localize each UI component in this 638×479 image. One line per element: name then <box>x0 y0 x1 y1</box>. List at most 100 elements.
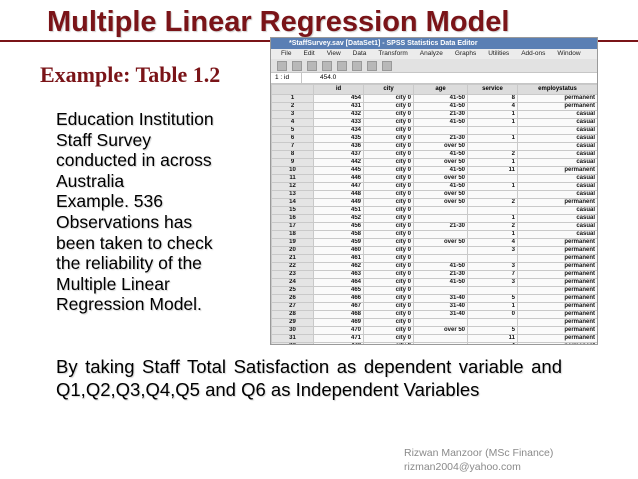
data-cell: city 0 <box>363 158 414 167</box>
table-row: 6 435 city 0 21-30 1 casual <box>271 134 597 143</box>
spss-menubar: File Edit View Data Transform Analyze Graphs Ut… <box>271 49 597 59</box>
row-number: 10 <box>271 166 314 175</box>
data-cell: city 0 <box>363 254 414 263</box>
row-number: 26 <box>271 294 314 303</box>
data-cell: permanent <box>517 246 597 255</box>
data-cell: 462 <box>313 262 364 271</box>
row-number: 5 <box>271 126 314 135</box>
data-cell: 448 <box>313 190 364 199</box>
data-cell: 41-50 <box>413 150 468 159</box>
slide-title: Multiple Linear Regression Model <box>47 6 510 38</box>
row-number: 18 <box>271 230 314 239</box>
footer-author: Rizwan Manzoor (MSc Finance) <box>404 447 554 459</box>
variables-statement: By taking Staff Total Satisfaction as de… <box>56 356 562 400</box>
table-row: 3 432 city 0 21-30 1 casual <box>271 110 597 119</box>
menu-addons: Add-ons <box>521 50 546 57</box>
menu-view: View <box>326 50 341 57</box>
data-cell: casual <box>517 174 597 183</box>
data-cell: casual <box>517 230 597 239</box>
description-line: been taken to check <box>56 232 213 253</box>
table-row: 27 467 city 0 31-40 1 permanent <box>271 302 597 311</box>
example-subtitle: Example: Table 1.2 <box>40 62 221 87</box>
table-row: 26 466 city 0 31-40 5 permanent <box>271 294 597 303</box>
data-cell: casual <box>517 206 597 215</box>
data-cell: 447 <box>313 182 364 191</box>
table-row: 13 448 city 0 over 50 casual <box>271 190 597 199</box>
data-cell: casual <box>517 214 597 223</box>
row-number: 20 <box>271 246 314 255</box>
data-cell: city 0 <box>363 214 414 223</box>
row-number: 14 <box>271 198 314 207</box>
data-cell: permanent <box>517 302 597 311</box>
data-cell: city 0 <box>363 310 414 319</box>
data-cell: 432 <box>313 110 364 119</box>
data-cell: 2 <box>467 222 518 231</box>
menu-data: Data <box>352 50 367 57</box>
data-cell <box>467 142 518 151</box>
data-cell: city 0 <box>363 142 414 151</box>
data-cell: permanent <box>517 198 597 207</box>
data-cell: permanent <box>517 238 597 247</box>
data-cell: casual <box>517 134 597 143</box>
data-cell: 41-50 <box>413 262 468 271</box>
data-cell: permanent <box>517 286 597 295</box>
data-cell: city 0 <box>363 134 414 143</box>
column-header: service <box>467 84 518 95</box>
data-cell: 454 <box>313 94 364 103</box>
table-row: 18 458 city 0 1 casual <box>271 230 597 239</box>
data-cell: 1 <box>467 230 518 239</box>
table-row: 10 445 city 0 41-50 11 permanent <box>271 166 597 175</box>
description-line: Australia <box>56 170 125 191</box>
data-cell: city 0 <box>363 326 414 335</box>
data-cell: 1 <box>467 182 518 191</box>
table-row: 24 464 city 0 41-50 3 permanent <box>271 278 597 287</box>
row-number: 21 <box>271 254 314 263</box>
column-header <box>271 84 314 95</box>
table-row: 30 470 city 0 over 50 5 permanent <box>271 326 597 335</box>
table-row: 21 461 city 0 permanent <box>271 254 597 263</box>
data-cell: 0 <box>467 310 518 319</box>
table-row: 20 460 city 0 3 permanent <box>271 246 597 255</box>
data-cell: permanent <box>517 262 597 271</box>
data-cell <box>413 246 468 255</box>
row-number: 8 <box>271 150 314 159</box>
data-cell: 449 <box>313 198 364 207</box>
footer-email: rizman2004@yahoo.com <box>404 460 521 473</box>
data-cell: over 50 <box>413 142 468 151</box>
data-cell: city 0 <box>363 334 414 343</box>
data-cell: city 0 <box>363 318 414 327</box>
data-cell: permanent <box>517 318 597 327</box>
data-cell: 465 <box>313 286 364 295</box>
data-cell <box>413 286 468 295</box>
spss-window-title: *StaffSurvey.sav [DataSet1] - SPSS Stati… <box>271 38 597 49</box>
data-cell <box>413 254 468 263</box>
data-cell <box>413 318 468 327</box>
data-cell <box>467 190 518 199</box>
row-number: 27 <box>271 302 314 311</box>
row-number: 11 <box>271 174 314 183</box>
row-number: 32 <box>271 342 314 344</box>
data-cell: 435 <box>313 134 364 143</box>
data-cell <box>467 174 518 183</box>
data-cell: city 0 <box>363 286 414 295</box>
description-line: conducted in across <box>56 150 212 171</box>
row-number: 17 <box>271 222 314 231</box>
data-cell: 437 <box>313 150 364 159</box>
data-cell: casual <box>517 182 597 191</box>
data-cell: 4 <box>467 102 518 111</box>
data-cell: casual <box>517 158 597 167</box>
data-cell <box>467 286 518 295</box>
data-cell: 11 <box>467 334 518 343</box>
spss-data-editor-screenshot: *StaffSurvey.sav [DataSet1] - SPSS Stati… <box>270 37 598 345</box>
column-header: age <box>413 84 468 95</box>
data-cell: city 0 <box>363 118 414 127</box>
data-cell: city 0 <box>363 342 414 344</box>
data-cell: 433 <box>313 118 364 127</box>
data-cell: city 0 <box>363 94 414 103</box>
table-row: 17 456 city 0 21-30 2 casual <box>271 222 597 231</box>
cell-value: 454.0 <box>320 74 337 81</box>
data-cell <box>413 334 468 343</box>
column-header: id <box>313 84 364 95</box>
data-cell: 456 <box>313 222 364 231</box>
